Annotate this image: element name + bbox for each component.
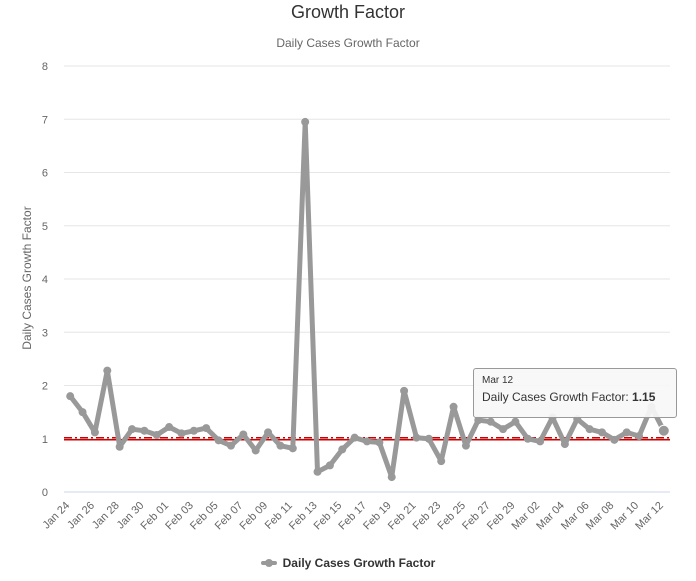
- data-point[interactable]: [177, 429, 186, 438]
- y-tick-label: 5: [42, 221, 48, 233]
- data-point[interactable]: [523, 434, 532, 443]
- data-point[interactable]: [276, 441, 285, 450]
- data-point[interactable]: [128, 425, 137, 434]
- data-point[interactable]: [214, 436, 223, 445]
- chart-subtitle: Daily Cases Growth Factor: [276, 36, 420, 50]
- data-point[interactable]: [301, 117, 310, 126]
- tooltip: Mar 12 Daily Cases Growth Factor: 1.15: [473, 368, 677, 418]
- data-point[interactable]: [622, 428, 631, 437]
- data-point[interactable]: [400, 386, 409, 395]
- y-tick-label: 2: [42, 381, 48, 393]
- legend: Daily Cases Growth Factor: [0, 554, 696, 570]
- data-point[interactable]: [264, 428, 273, 437]
- tooltip-date: Mar 12: [482, 375, 514, 386]
- data-point[interactable]: [338, 445, 347, 454]
- data-point[interactable]: [189, 426, 198, 435]
- legend-swatch-icon: [260, 559, 277, 567]
- y-tick-label: 8: [42, 61, 48, 73]
- x-tick-label: Mar 12: [633, 500, 666, 533]
- data-point[interactable]: [140, 426, 149, 435]
- data-point[interactable]: [585, 425, 594, 434]
- data-point[interactable]: [350, 433, 359, 442]
- tooltip-series-label: Daily Cases Growth Factor: [482, 390, 626, 404]
- data-point[interactable]: [90, 428, 99, 437]
- data-point[interactable]: [499, 425, 508, 434]
- data-point[interactable]: [387, 473, 396, 482]
- tooltip-value: 1.15: [632, 390, 656, 404]
- data-point[interactable]: [474, 416, 483, 425]
- data-point[interactable]: [375, 438, 384, 447]
- data-point[interactable]: [437, 457, 446, 466]
- data-point[interactable]: [239, 430, 248, 439]
- data-point[interactable]: [165, 423, 174, 432]
- data-point[interactable]: [635, 432, 644, 441]
- data-point[interactable]: [449, 402, 458, 411]
- data-point[interactable]: [461, 441, 470, 450]
- data-point[interactable]: [560, 440, 569, 449]
- y-tick-label: 4: [42, 274, 48, 286]
- legend-label: Daily Cases Growth Factor: [282, 556, 436, 570]
- y-tick-label: 1: [42, 434, 48, 446]
- data-point[interactable]: [313, 467, 322, 476]
- data-point[interactable]: [115, 442, 124, 451]
- tooltip-line: Daily Cases Growth Factor: 1.15: [482, 390, 656, 404]
- data-point[interactable]: [152, 431, 161, 440]
- series-line: [67, 119, 667, 480]
- data-point[interactable]: [412, 433, 421, 442]
- y-tick-label: 6: [42, 168, 48, 180]
- data-point[interactable]: [597, 428, 606, 437]
- data-point[interactable]: [486, 417, 495, 426]
- data-point[interactable]: [251, 446, 260, 455]
- data-point[interactable]: [226, 441, 235, 450]
- data-point[interactable]: [288, 444, 297, 453]
- data-point[interactable]: [424, 434, 433, 443]
- data-point[interactable]: [103, 366, 112, 375]
- data-point[interactable]: [78, 408, 87, 417]
- y-tick-label: 7: [42, 114, 48, 126]
- data-point[interactable]: [325, 461, 334, 470]
- data-point[interactable]: [202, 424, 211, 433]
- y-tick-label: 0: [42, 487, 48, 499]
- hovered-point[interactable]: [657, 424, 670, 437]
- legend-item[interactable]: Daily Cases Growth Factor: [260, 556, 436, 570]
- data-point[interactable]: [363, 437, 371, 446]
- y-tick-label: 3: [42, 327, 48, 339]
- data-point[interactable]: [66, 392, 75, 401]
- x-tick-label: Feb 09: [237, 500, 270, 533]
- chart-title: Growth Factor: [290, 2, 406, 22]
- data-point[interactable]: [511, 417, 520, 426]
- data-point[interactable]: [536, 437, 545, 446]
- data-point[interactable]: [610, 435, 619, 444]
